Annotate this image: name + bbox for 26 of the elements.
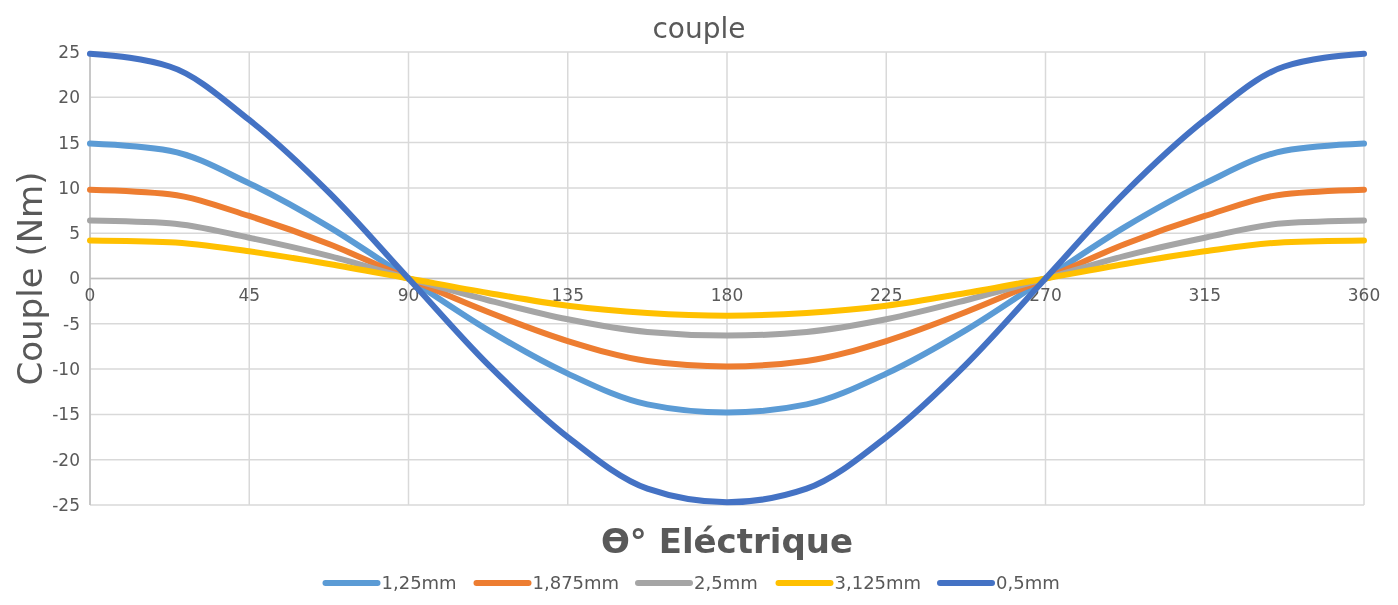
y-tick-label: -5 <box>63 313 80 334</box>
x-tick-label: 180 <box>710 284 744 305</box>
x-tick-label: 45 <box>238 284 261 305</box>
chart-title: couple <box>652 12 746 45</box>
legend-label: 2,5mm <box>694 572 758 593</box>
y-tick-label: -25 <box>52 494 80 515</box>
y-tick-label: 15 <box>58 132 80 153</box>
legend-label: 0,5mm <box>996 572 1060 593</box>
y-axis-title: Couple (Nm) <box>10 171 50 386</box>
x-tick-label: 0 <box>84 284 96 305</box>
legend-label: 3,125mm <box>834 572 922 593</box>
y-tick-label: 10 <box>58 177 80 198</box>
x-tick-label: 225 <box>870 284 903 305</box>
y-tick-label: 25 <box>58 41 80 62</box>
x-axis-title: ϴ° Eléctrique <box>600 521 854 561</box>
legend-label: 1,25mm <box>381 572 457 593</box>
y-tick-label: -15 <box>52 404 80 425</box>
x-tick-label: 360 <box>1347 284 1381 305</box>
legend-label: 1,875mm <box>532 572 620 593</box>
x-tick-label: 315 <box>1188 284 1221 305</box>
y-tick-label: 20 <box>58 87 80 108</box>
x-tick-label: 135 <box>551 284 584 305</box>
y-tick-label: -10 <box>52 359 80 380</box>
y-tick-label: -20 <box>52 449 80 470</box>
y-tick-label: 5 <box>69 223 80 244</box>
y-tick-label: 0 <box>69 268 80 289</box>
